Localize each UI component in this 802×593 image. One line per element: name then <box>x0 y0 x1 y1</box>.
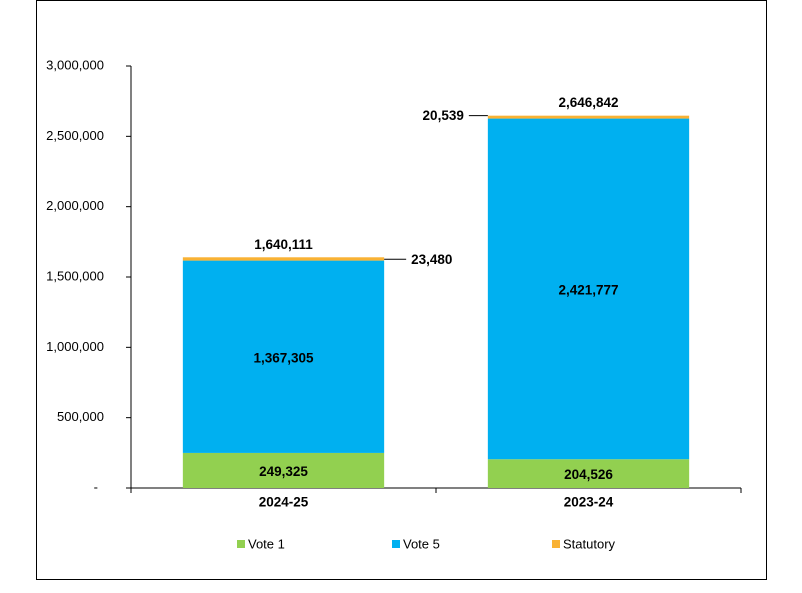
data-label: 20,539 <box>423 108 464 123</box>
bar-segment <box>182 257 385 261</box>
total-label: 2,646,842 <box>558 95 618 110</box>
legend-label: Statutory <box>563 536 616 551</box>
bar-segment <box>487 115 690 119</box>
data-label: 249,325 <box>259 464 308 479</box>
legend-swatch <box>392 540 400 548</box>
y-tick-label: 2,000,000 <box>46 198 104 213</box>
legend-label: Vote 1 <box>248 536 285 551</box>
data-label: 1,367,305 <box>253 350 314 365</box>
y-tick-label: - <box>94 479 98 494</box>
y-tick-label: 500,000 <box>57 409 104 424</box>
data-label: 2,421,777 <box>558 282 618 297</box>
data-label: 204,526 <box>564 467 613 482</box>
legend-swatch <box>237 540 245 548</box>
bar-segment <box>487 459 690 488</box>
y-tick-label: 1,500,000 <box>46 268 104 283</box>
total-label: 1,640,111 <box>254 237 313 252</box>
x-tick-label: 2023-24 <box>564 495 614 510</box>
legend-swatch <box>552 540 560 548</box>
chart-border <box>36 0 767 580</box>
bar-segment <box>182 452 385 488</box>
bar-segment <box>182 260 385 453</box>
data-label: 23,480 <box>411 252 452 267</box>
x-tick-label: 2024-25 <box>259 495 309 510</box>
y-tick-label: 2,500,000 <box>46 128 104 143</box>
y-tick-label: 1,000,000 <box>46 339 104 354</box>
bar-segment <box>487 118 690 460</box>
y-tick-label: 3,000,000 <box>46 57 104 72</box>
legend-label: Vote 5 <box>403 536 440 551</box>
